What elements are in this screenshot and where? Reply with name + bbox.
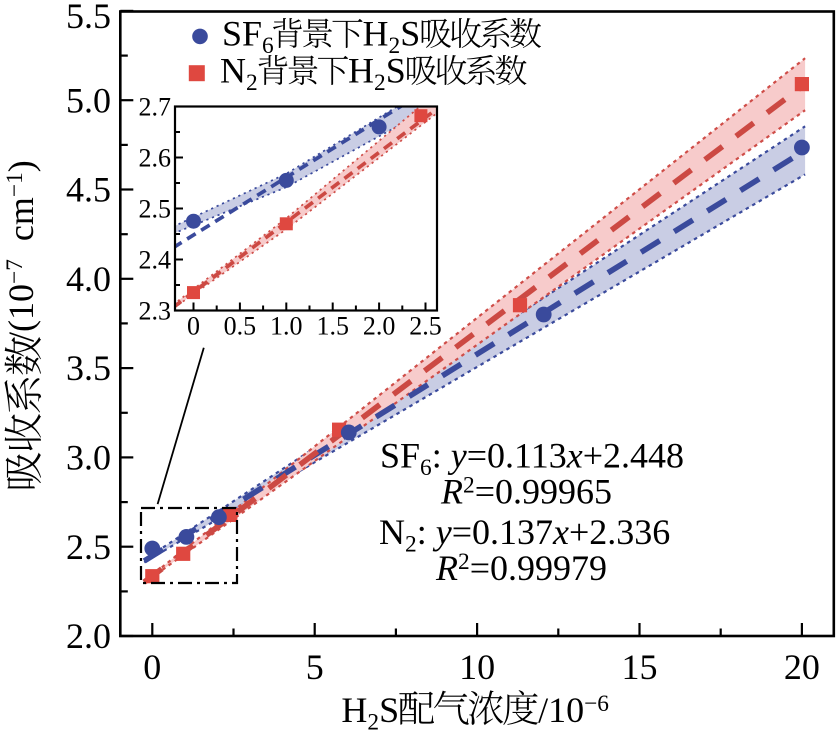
svg-text:2.5: 2.5 — [66, 527, 111, 567]
svg-text:1.5: 1.5 — [316, 312, 349, 341]
svg-text:2.5: 2.5 — [139, 194, 172, 223]
svg-text:20: 20 — [784, 647, 820, 687]
svg-text:15: 15 — [622, 647, 658, 687]
svg-text:4.0: 4.0 — [66, 259, 111, 299]
svg-text:3.0: 3.0 — [66, 438, 111, 478]
svg-text:R2=0.99965: R2=0.99965 — [440, 472, 612, 512]
svg-text:/(10−7 cm−1): /(10−7 cm−1) — [1, 160, 41, 342]
svg-text:2.4: 2.4 — [139, 245, 172, 274]
svg-text:0.5: 0.5 — [224, 312, 257, 341]
svg-text:0: 0 — [187, 312, 200, 341]
svg-text:2.5: 2.5 — [409, 312, 442, 341]
svg-text:3.5: 3.5 — [66, 348, 111, 388]
svg-text:2.6: 2.6 — [139, 143, 172, 172]
svg-text:2.3: 2.3 — [139, 296, 172, 325]
svg-text:1.0: 1.0 — [270, 312, 303, 341]
svg-text:R2=0.99979: R2=0.99979 — [435, 548, 607, 588]
svg-text:2.7: 2.7 — [139, 92, 172, 121]
svg-text:5.5: 5.5 — [66, 0, 111, 36]
svg-text:5.0: 5.0 — [66, 80, 111, 120]
svg-text:5: 5 — [306, 647, 324, 687]
svg-text:0: 0 — [143, 647, 161, 687]
svg-text:2.0: 2.0 — [66, 616, 111, 656]
svg-text:4.5: 4.5 — [66, 170, 111, 210]
svg-text:2.0: 2.0 — [363, 312, 396, 341]
svg-text:10: 10 — [459, 647, 495, 687]
svg-text:N2: y=0.137x+2.336: N2: y=0.137x+2.336 — [379, 512, 670, 558]
